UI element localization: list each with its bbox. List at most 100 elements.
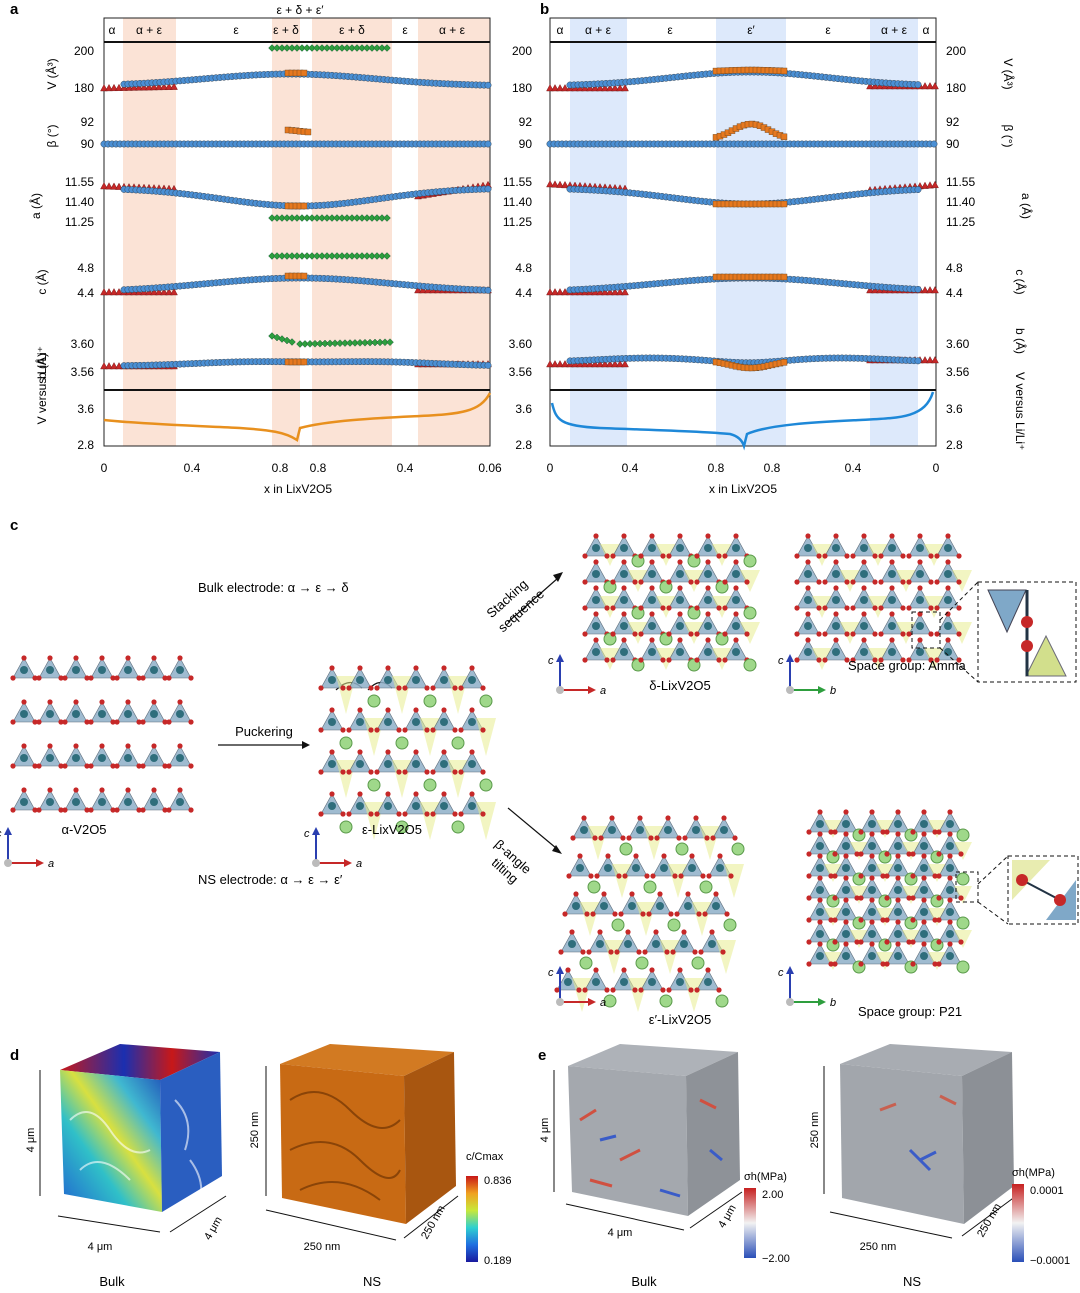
phase-b-6: α <box>923 23 930 37</box>
cb-e1-bar <box>744 1188 756 1258</box>
tick-b-r-1140: 11.40 <box>946 195 975 209</box>
marker <box>611 84 619 92</box>
ylabel-a-beta: β (°) <box>45 124 59 147</box>
o-atom <box>828 829 834 835</box>
o-atom <box>854 851 860 857</box>
cb-e1-min: −2.00 <box>762 1253 790 1265</box>
o-atom <box>889 585 895 591</box>
o-atom <box>621 637 627 643</box>
marker <box>414 286 422 294</box>
o-atom <box>828 961 834 967</box>
li-atom <box>367 778 381 792</box>
o-atom <box>660 987 666 993</box>
v-atom <box>894 886 902 894</box>
ns-label-d: NS <box>363 1274 381 1288</box>
li-atom <box>956 960 970 974</box>
li-site <box>928 908 946 926</box>
o-atom <box>368 769 374 775</box>
v-atom <box>920 930 928 938</box>
marker <box>105 83 113 92</box>
marker <box>586 360 594 368</box>
v-atom <box>888 648 896 656</box>
v-atom <box>664 826 672 834</box>
o-atom <box>114 807 120 813</box>
v-atom <box>946 886 954 894</box>
marker <box>931 356 939 364</box>
bulk-dim-vert-label: 4 μm <box>25 1128 37 1153</box>
marker <box>591 84 599 92</box>
o-atom <box>664 949 670 955</box>
shade-b-2 <box>716 18 786 446</box>
v-atom <box>46 666 54 674</box>
li-atom <box>643 880 657 894</box>
v-atom <box>676 648 684 656</box>
v-atom <box>946 908 954 916</box>
o-atom <box>357 665 363 671</box>
marker <box>551 84 559 92</box>
v-atom <box>648 622 656 630</box>
o-atom <box>593 585 599 591</box>
o-atom <box>850 631 856 637</box>
v-atom <box>124 798 132 806</box>
marker <box>926 82 934 90</box>
label-delta-lixv2o5: δ-LixV2O5 <box>649 678 710 693</box>
o-atom <box>900 631 906 637</box>
o-atom <box>816 579 822 585</box>
li-site <box>876 820 894 838</box>
o-atom <box>413 665 419 671</box>
o-atom <box>945 533 951 539</box>
tick-b-r-44: 4.4 <box>946 286 963 300</box>
v-atom <box>868 886 876 894</box>
phase-b-2: ε <box>667 23 673 37</box>
o-atom <box>733 585 739 591</box>
panel-a-phase-top: ε + δ + ε′ <box>277 3 325 17</box>
o-atom <box>166 807 172 813</box>
o-atom <box>618 911 624 917</box>
o-atom <box>934 657 940 663</box>
o-atom <box>861 637 867 643</box>
ylabel-b-v: V (Å³) <box>1001 58 1016 89</box>
v-atom <box>842 952 850 960</box>
o-atom <box>58 763 64 769</box>
tick-b-r-90: 90 <box>946 137 960 151</box>
xtick-b-5: 0 <box>933 461 940 475</box>
tick-b-l-90: 90 <box>519 137 533 151</box>
o-atom <box>816 553 822 559</box>
o-atom <box>177 787 183 793</box>
o-atom <box>638 631 644 637</box>
o-atom <box>895 853 901 859</box>
ylabel-a-volt: V versus Li/Li⁺ <box>35 346 49 424</box>
shade-eps-delta-2 <box>312 18 392 446</box>
o-atom <box>125 699 131 705</box>
marker <box>561 84 569 92</box>
tick-b-l-1140: 11.40 <box>503 195 532 209</box>
o-atom <box>430 727 436 733</box>
tick-b-r-28: 2.8 <box>946 438 963 452</box>
o-atom <box>36 763 42 769</box>
xtick-a-3: 0.8 <box>310 461 327 475</box>
v-atom <box>628 902 636 910</box>
v-atom <box>832 570 840 578</box>
li-atom <box>479 778 493 792</box>
li-site <box>952 570 972 592</box>
o-atom <box>402 727 408 733</box>
o-atom <box>584 911 590 917</box>
o-atom <box>694 579 700 585</box>
marker <box>155 82 163 91</box>
xtick-a-0: 0 <box>101 461 108 475</box>
li-site <box>850 842 868 860</box>
o-atom <box>816 657 822 663</box>
o-atom <box>10 675 16 681</box>
li-site <box>954 930 972 948</box>
o-atom <box>906 553 912 559</box>
o-atom <box>469 749 475 755</box>
o-atom <box>125 787 131 793</box>
o-atom <box>872 605 878 611</box>
bulk-path-text: Bulk electrode: α → ε → δ <box>198 580 349 595</box>
o-atom <box>716 987 722 993</box>
o-atom <box>832 917 838 923</box>
xtick-b-3: 0.8 <box>764 461 781 475</box>
li-site <box>876 864 894 882</box>
o-atom <box>577 853 583 859</box>
v-atom <box>592 622 600 630</box>
